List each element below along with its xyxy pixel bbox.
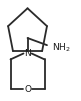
- Text: N: N: [24, 49, 31, 58]
- Text: O: O: [24, 85, 31, 94]
- Text: NH$_2$: NH$_2$: [52, 41, 70, 54]
